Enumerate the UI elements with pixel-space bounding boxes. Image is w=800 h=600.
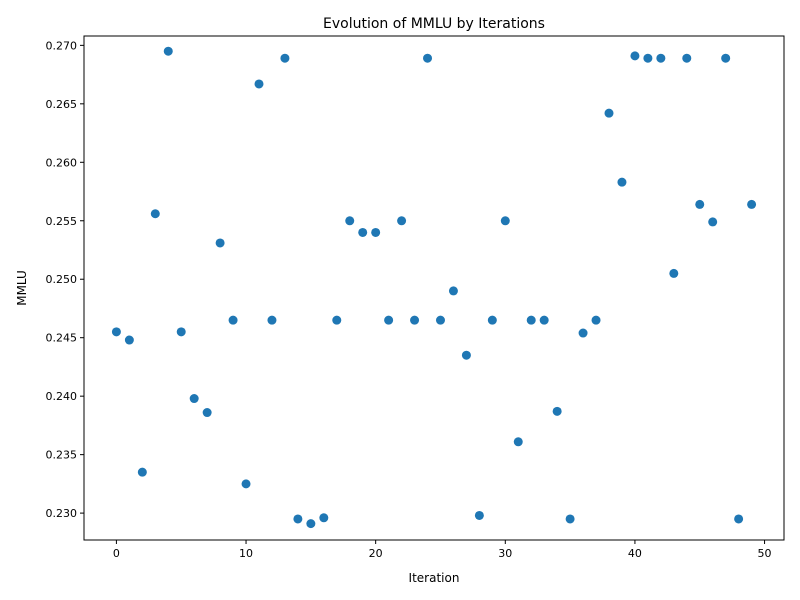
data-point: [578, 328, 588, 338]
data-point: [669, 268, 679, 278]
y-tick-label: 0.235: [46, 449, 78, 462]
data-point: [500, 216, 510, 226]
data-point: [176, 327, 186, 337]
data-point: [721, 53, 731, 63]
data-point: [513, 437, 523, 447]
data-point: [163, 46, 173, 56]
data-point: [332, 315, 342, 325]
x-tick-label: 50: [758, 547, 772, 560]
y-tick-label: 0.245: [46, 332, 78, 345]
data-point: [630, 51, 640, 61]
data-point: [215, 238, 225, 248]
data-point: [397, 216, 407, 226]
data-point: [695, 199, 705, 209]
data-point: [734, 514, 744, 524]
y-tick-label: 0.265: [46, 98, 78, 111]
x-tick-label: 10: [239, 547, 253, 560]
data-point: [552, 406, 562, 416]
data-point: [228, 315, 238, 325]
data-point: [137, 467, 147, 477]
data-point: [435, 315, 445, 325]
y-tick-label: 0.270: [46, 39, 78, 52]
y-axis: 0.230 0.235 0.240 0.245 0.250 0.255 0.260 0.265…: [46, 39, 84, 520]
data-point: [293, 514, 303, 524]
data-point: [150, 209, 160, 219]
data-point: [565, 514, 575, 524]
data-point: [474, 510, 484, 520]
data-point: [241, 479, 251, 489]
x-tick-label: 20: [369, 547, 383, 560]
data-point: [254, 79, 264, 89]
data-point: [384, 315, 394, 325]
y-tick-label: 0.255: [46, 215, 78, 228]
data-point: [708, 217, 718, 227]
data-point: [617, 177, 627, 187]
x-tick-label: 30: [498, 547, 512, 560]
data-point: [371, 227, 381, 237]
data-point: [591, 315, 601, 325]
data-point: [358, 227, 368, 237]
y-tick-label: 0.240: [46, 390, 78, 403]
data-point: [410, 315, 420, 325]
x-tick-label: 0: [113, 547, 120, 560]
x-axis-label: Iteration: [409, 571, 460, 585]
data-point: [345, 216, 355, 226]
chart-title: Evolution of MMLU by Iterations: [323, 16, 545, 32]
data-point: [682, 53, 692, 63]
data-point: [124, 335, 134, 345]
plot-frame: [83, 35, 785, 541]
x-tick-label: 40: [628, 547, 642, 560]
data-point: [604, 108, 614, 118]
data-point: [111, 327, 121, 337]
data-point: [643, 53, 653, 63]
data-point: [267, 315, 277, 325]
data-point: [747, 199, 757, 209]
data-point: [280, 53, 290, 63]
data-point: [526, 315, 536, 325]
data-point: [306, 519, 316, 529]
data-point: [656, 53, 666, 63]
y-tick-label: 0.260: [46, 156, 78, 169]
data-point: [461, 350, 471, 360]
data-point: [539, 315, 549, 325]
data-point: [189, 394, 199, 404]
data-points: [111, 46, 757, 529]
data-point: [319, 513, 329, 523]
data-point: [202, 408, 212, 418]
y-tick-label: 0.250: [46, 273, 78, 286]
x-axis: 0 10 20 30 40 50: [113, 540, 772, 560]
data-point: [448, 286, 458, 296]
y-tick-label: 0.230: [46, 507, 78, 520]
data-point: [487, 315, 497, 325]
y-axis-label: MMLU: [15, 270, 29, 306]
data-point: [423, 53, 433, 63]
